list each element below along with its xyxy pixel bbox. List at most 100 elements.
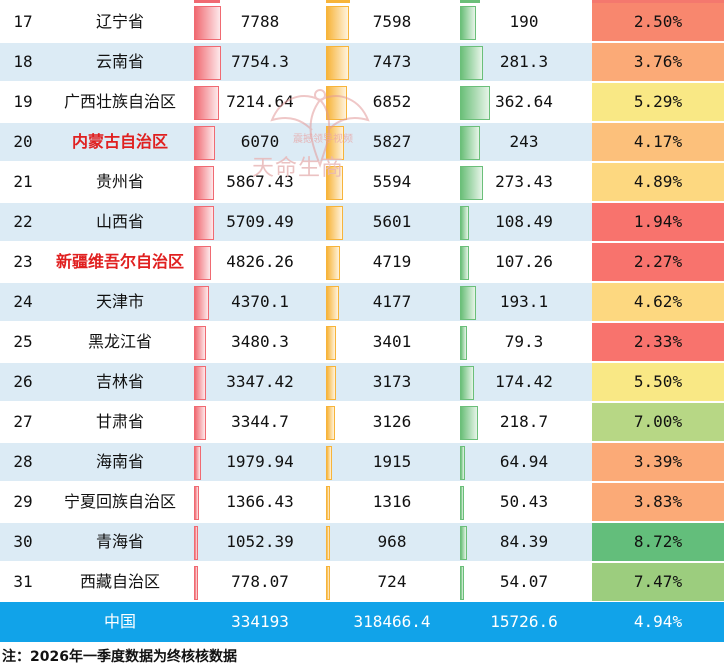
growth-rate: 3.83% <box>592 483 724 521</box>
bar-total-gdp <box>194 446 201 480</box>
gdp-value: 778.07 <box>231 572 289 591</box>
rank: 23 <box>13 252 33 271</box>
bar-increase <box>460 206 469 240</box>
rank: 20 <box>13 132 33 151</box>
rank: 29 <box>13 492 33 511</box>
top-bar-3 <box>460 0 480 3</box>
gdp-value: 5709.49 <box>226 212 294 231</box>
province-name: 吉林省 <box>95 372 144 391</box>
watermark-text: 天命生商 <box>252 156 345 181</box>
bar-increase <box>460 286 476 320</box>
gdp-value: 3480.3 <box>231 332 289 351</box>
bar-total-gdp <box>194 86 219 120</box>
bar-total-gdp <box>194 566 198 600</box>
bar-prev-gdp <box>326 6 349 40</box>
top-bar-1 <box>194 0 220 3</box>
bar-prev-gdp <box>326 206 343 240</box>
prev-gdp-value: 968 <box>377 532 407 551</box>
growth-rate: 4.62% <box>592 283 724 321</box>
increase-value: 108.49 <box>495 212 553 231</box>
prev-gdp-value: 1915 <box>372 452 412 471</box>
increase-value: 84.39 <box>499 532 549 551</box>
bar-prev-gdp <box>326 566 330 600</box>
increase-value: 64.94 <box>499 452 549 471</box>
bar-increase <box>460 406 478 440</box>
gdp-value: 3344.7 <box>231 412 289 431</box>
bar-total-gdp <box>194 46 221 80</box>
growth-rate: 2.50% <box>592 3 724 41</box>
table-row: 30 青海省 1052.39 968 84.39 8.72% <box>0 523 724 563</box>
bar-prev-gdp <box>326 326 336 360</box>
total-name: 中国 <box>103 612 136 631</box>
gdp-value: 5867.43 <box>226 172 294 191</box>
bar-increase <box>460 446 465 480</box>
growth-rate: 3.39% <box>592 443 724 481</box>
table-row: 31 西藏自治区 778.07 724 54.07 7.47% <box>0 563 724 603</box>
increase-value: 107.26 <box>495 252 553 271</box>
gdp-value: 1366.43 <box>226 492 294 511</box>
table-row: 19 广西壮族自治区 7214.64 6852 362.64 5.29% <box>0 83 724 123</box>
table-row: 18 云南省 7754.3 7473 281.3 3.76% <box>0 43 724 83</box>
top-rate-strip <box>592 0 724 3</box>
growth-rate: 1.94% <box>592 203 724 241</box>
table-row: 24 天津市 4370.1 4177 193.1 4.62% <box>0 283 724 323</box>
prev-gdp-value: 5827 <box>372 132 412 151</box>
growth-rate: 5.50% <box>592 363 724 401</box>
growth-rate: 4.17% <box>592 123 724 161</box>
gdp-value: 4826.26 <box>226 252 294 271</box>
increase-value: 190 <box>509 12 539 31</box>
rank: 21 <box>13 172 33 191</box>
prev-gdp-value: 5601 <box>372 212 412 231</box>
growth-rate: 5.29% <box>592 83 724 121</box>
bar-increase <box>460 246 469 280</box>
prev-gdp-value: 5594 <box>372 172 412 191</box>
bar-total-gdp <box>194 286 209 320</box>
prev-gdp-value: 3401 <box>372 332 412 351</box>
bar-total-gdp <box>194 486 199 520</box>
table-row: 23 新疆维吾尔自治区 4826.26 4719 107.26 2.27% <box>0 243 724 283</box>
bar-total-gdp <box>194 326 206 360</box>
increase-value: 273.43 <box>495 172 553 191</box>
bar-total-gdp <box>194 206 214 240</box>
prev-gdp-value: 4719 <box>372 252 412 271</box>
gdp-value: 4370.1 <box>231 292 289 311</box>
gdp-value: 7214.64 <box>226 92 294 111</box>
total-v1: 334193 <box>231 612 289 631</box>
table-row: 29 宁夏回族自治区 1366.43 1316 50.43 3.83% <box>0 483 724 523</box>
province-name: 黑龙江省 <box>87 332 152 351</box>
rank: 28 <box>13 452 33 471</box>
bar-prev-gdp <box>326 406 335 440</box>
table-row: 28 海南省 1979.94 1915 64.94 3.39% <box>0 443 724 483</box>
province-name: 云南省 <box>95 52 144 71</box>
bar-total-gdp <box>194 406 206 440</box>
bar-total-gdp <box>194 366 206 400</box>
gdp-value: 6070 <box>240 132 280 151</box>
prev-gdp-value: 7473 <box>372 52 412 71</box>
province-name: 内蒙古自治区 <box>71 132 168 151</box>
province-name: 宁夏回族自治区 <box>63 492 176 511</box>
bar-increase <box>460 46 483 80</box>
bar-increase <box>460 566 464 600</box>
bar-total-gdp <box>194 6 221 40</box>
gdp-value: 7788 <box>240 12 280 31</box>
prev-gdp-value: 3173 <box>372 372 412 391</box>
province-name: 甘肃省 <box>95 412 144 431</box>
rank: 25 <box>13 332 33 351</box>
total-row: 中国 334193 318466.4 15726.6 4.94% <box>0 602 724 642</box>
bar-prev-gdp <box>326 446 332 480</box>
rank: 30 <box>13 532 33 551</box>
prev-gdp-value: 3126 <box>372 412 412 431</box>
bar-prev-gdp <box>326 286 339 320</box>
growth-rate: 7.00% <box>592 403 724 441</box>
increase-value: 174.42 <box>495 372 553 391</box>
prev-gdp-value: 7598 <box>372 12 412 31</box>
province-name: 西藏自治区 <box>79 572 160 591</box>
total-v2: 318466.4 <box>353 612 431 631</box>
bar-prev-gdp <box>326 246 340 280</box>
rank: 24 <box>13 292 33 311</box>
province-name: 天津市 <box>95 292 144 311</box>
increase-value: 50.43 <box>499 492 549 511</box>
gdp-value: 7754.3 <box>231 52 289 71</box>
increase-value: 193.1 <box>499 292 549 311</box>
bar-prev-gdp <box>326 366 336 400</box>
